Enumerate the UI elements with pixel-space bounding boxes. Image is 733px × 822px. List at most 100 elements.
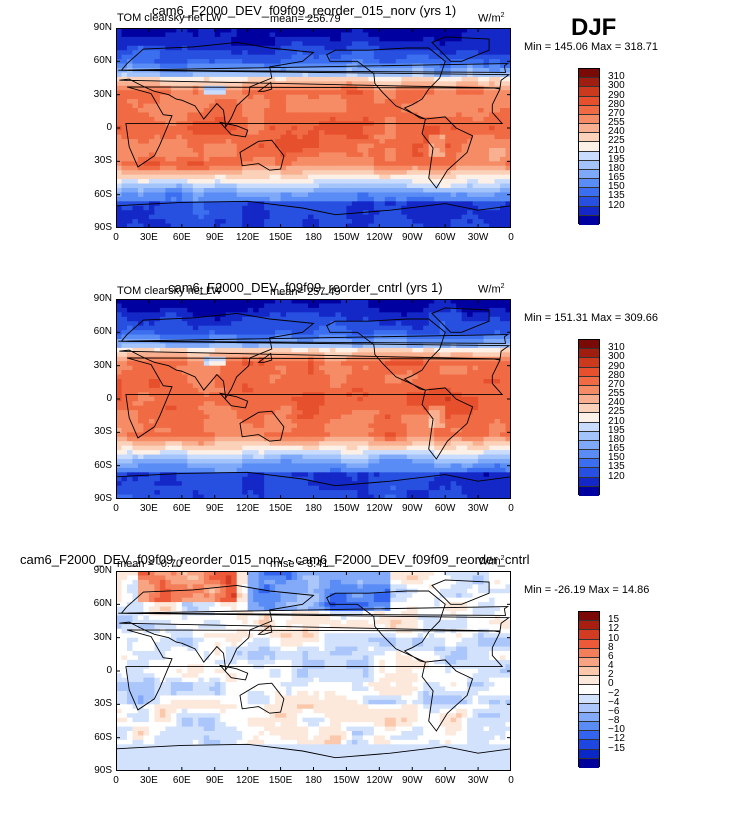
field-cell — [231, 365, 238, 371]
field-cell — [362, 183, 369, 189]
field-cell — [302, 90, 309, 96]
field-cell — [269, 330, 276, 336]
field-cell — [121, 183, 128, 189]
field-cell — [483, 174, 490, 180]
field-cell — [423, 183, 430, 189]
field-cell — [297, 383, 304, 389]
field-cell — [362, 370, 369, 376]
field-cell — [203, 379, 210, 384]
field-cell — [159, 170, 166, 176]
field-cell — [478, 210, 485, 216]
field-cell — [214, 116, 221, 122]
field-cell — [214, 130, 221, 136]
field-cell — [242, 165, 249, 171]
field-cell — [467, 152, 474, 158]
field-cell — [137, 81, 144, 87]
field-cell — [461, 339, 468, 344]
field-cell — [373, 81, 380, 87]
field-cell — [434, 68, 441, 73]
field-cell — [242, 188, 249, 193]
field-cell — [308, 103, 314, 109]
field-cell — [439, 94, 446, 100]
field-cell — [434, 36, 441, 42]
field-cell — [187, 365, 194, 371]
field-cell — [236, 201, 243, 207]
field-cell — [472, 174, 479, 180]
field-cell — [170, 330, 177, 336]
field-cell — [379, 312, 386, 318]
field-cell — [116, 347, 122, 353]
field-cell — [390, 165, 397, 171]
field-cell — [478, 205, 485, 211]
field-cell — [329, 103, 336, 109]
field-cell — [291, 41, 298, 47]
field-cell — [478, 41, 485, 47]
field-cell — [170, 156, 177, 162]
field-cell — [390, 374, 397, 380]
field-cell — [192, 179, 199, 185]
field-cell — [137, 299, 144, 304]
field-cell — [258, 387, 265, 393]
field-cell — [472, 28, 479, 33]
field-cell — [384, 81, 391, 87]
field-cell — [236, 156, 243, 162]
field-cell — [214, 321, 221, 327]
field-cell — [187, 90, 194, 96]
field-cell — [297, 32, 304, 38]
field-cell — [340, 174, 347, 180]
field-cell — [280, 45, 287, 51]
field-cell — [395, 125, 402, 131]
field-cell — [483, 103, 490, 109]
field-cell — [302, 347, 309, 353]
field-cell — [434, 41, 441, 47]
field-cell — [478, 299, 485, 304]
field-cell — [340, 76, 347, 82]
field-cell — [280, 192, 287, 198]
field-cell — [401, 36, 408, 42]
field-cell — [412, 143, 419, 149]
field-cell — [494, 50, 501, 56]
field-cell — [324, 152, 331, 158]
mean-value: 256.79 — [307, 13, 341, 25]
field-cell — [275, 103, 282, 109]
field-cell — [368, 325, 375, 331]
field-cell — [445, 210, 452, 216]
field-cell — [132, 307, 139, 313]
field-cell — [159, 103, 166, 109]
field-cell — [445, 63, 452, 69]
field-cell — [308, 356, 314, 362]
field-cell — [214, 361, 221, 367]
field-cell — [308, 161, 314, 167]
field-cell — [159, 139, 166, 145]
field-cell — [253, 68, 260, 73]
field-cell — [384, 139, 391, 145]
field-cell — [181, 125, 188, 131]
field-cell — [445, 321, 452, 327]
field-cell — [214, 148, 221, 153]
field-cell — [297, 54, 304, 60]
field-cell — [308, 325, 314, 331]
field-cell — [253, 321, 260, 327]
field-cell — [483, 303, 490, 309]
field-cell — [494, 307, 501, 313]
field-cell — [258, 223, 265, 228]
field-cell — [121, 379, 128, 384]
field-cell — [324, 299, 331, 304]
field-cell — [143, 152, 150, 158]
field-cell — [209, 201, 216, 207]
field-cell — [362, 148, 369, 153]
field-cell — [181, 72, 188, 78]
field-cell — [362, 352, 369, 358]
field-cell — [505, 130, 511, 136]
field-cell — [132, 134, 139, 140]
field-cell — [362, 174, 369, 180]
field-cell — [297, 170, 304, 176]
field-cell — [242, 32, 249, 38]
field-cell — [324, 50, 331, 56]
field-cell — [143, 54, 150, 60]
field-cell — [489, 307, 496, 313]
field-cell — [379, 50, 386, 56]
field-cell — [247, 68, 254, 73]
coastline — [326, 47, 446, 120]
field-cell — [209, 103, 216, 109]
